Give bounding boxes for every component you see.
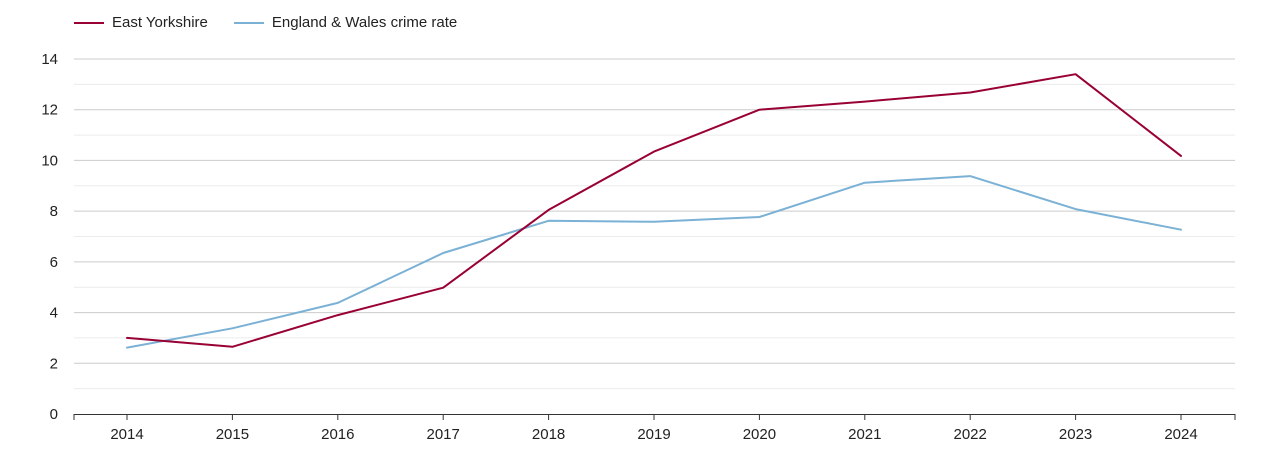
x-tick-label-2022: 2022 — [954, 426, 987, 443]
legend-label-england-wales: England & Wales crime rate — [271, 14, 458, 31]
series-line-east-yorkshire — [126, 73, 1182, 348]
x-tick-label-2016: 2016 — [321, 426, 354, 443]
y-tick-label-8: 8 — [50, 203, 58, 220]
y-tick-label-12: 12 — [41, 102, 58, 119]
legend-item-east-yorkshire: East Yorkshire — [74, 14, 208, 31]
series-line-england-wales — [126, 175, 1182, 349]
y-tick-label-14: 14 — [41, 51, 58, 68]
x-tick-label-2023: 2023 — [1059, 426, 1092, 443]
y-tick-label-0: 0 — [50, 406, 58, 423]
legend-swatch-england-wales — [233, 21, 264, 24]
x-tick-label-2021: 2021 — [848, 426, 881, 443]
chart-legend: East Yorkshire England & Wales crime rat… — [74, 14, 457, 31]
x-tick-label-2017: 2017 — [427, 426, 460, 443]
y-tick-label-10: 10 — [41, 152, 58, 169]
x-tick-label-2020: 2020 — [743, 426, 776, 443]
legend-swatch-east-yorkshire — [74, 21, 104, 24]
y-tick-label-4: 4 — [50, 305, 58, 322]
x-tick-label-2014: 2014 — [110, 426, 143, 443]
x-tick-label-2018: 2018 — [532, 426, 565, 443]
y-tick-label-2: 2 — [50, 355, 58, 372]
legend-label-east-yorkshire: East Yorkshire — [112, 14, 208, 31]
x-tick-label-2015: 2015 — [216, 426, 249, 443]
x-tick-label-2019: 2019 — [637, 426, 670, 443]
legend-item-england-wales: England & Wales crime rate — [233, 14, 458, 31]
x-tick-label-2024: 2024 — [1164, 426, 1197, 443]
y-tick-label-6: 6 — [50, 254, 58, 271]
